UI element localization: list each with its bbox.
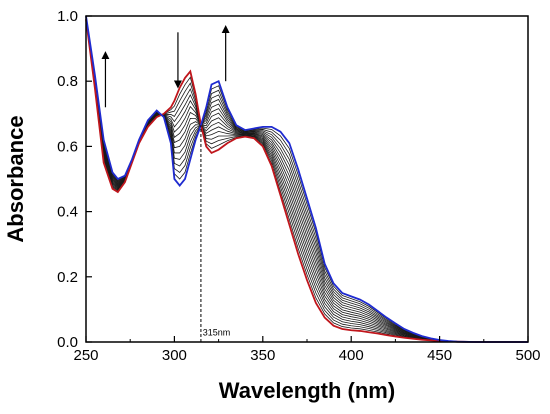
- y-tick-label: 0.4: [57, 204, 78, 221]
- y-axis-title: Absorbance: [3, 115, 28, 242]
- x-tick-label: 450: [427, 347, 452, 364]
- x-tick-label: 350: [250, 347, 275, 364]
- intermediate-spectrum-line: [85, 17, 528, 343]
- y-tick-label: 0.0: [57, 334, 78, 351]
- x-tick-label: 400: [339, 347, 364, 364]
- start-spectrum-line: [85, 19, 528, 343]
- plot-frame: [85, 15, 529, 343]
- x-tick-label: 300: [162, 347, 187, 364]
- intermediate-spectrum-line: [85, 16, 528, 343]
- intermediate-spectrum-line: [85, 18, 528, 343]
- intermediate-spectrum-line: [85, 17, 528, 343]
- intermediate-spectrum-line: [85, 18, 528, 343]
- x-axis-title: Wavelength (nm): [219, 378, 395, 403]
- intermediate-spectrum-line: [85, 17, 528, 343]
- intermediate-spectrum-line: [85, 18, 528, 343]
- intermediate-spectrum-line: [85, 18, 528, 343]
- intermediate-spectrum-line: [85, 18, 528, 343]
- y-tick-label: 0.2: [57, 269, 78, 286]
- intermediate-spectrum-line: [85, 16, 528, 343]
- isosbestic-label: 315nm: [203, 327, 231, 337]
- intermediate-spectrum-line: [85, 17, 528, 343]
- intermediate-spectrum-line: [85, 17, 528, 343]
- y-tick-label: 0.6: [57, 138, 78, 155]
- ticks-layer: 250 300 350 400 450 500 0.0 0.2 0.4 0.6 0.8 1.0: [57, 8, 540, 364]
- intermediate-spectrum-line: [85, 16, 528, 343]
- intermediate-spectrum-line: [85, 16, 528, 343]
- curves-layer: [85, 15, 528, 343]
- annotations-layer: 315nm: [101, 25, 231, 342]
- x-tick-label: 250: [73, 347, 98, 364]
- x-tick-label: 500: [515, 347, 540, 364]
- end-spectrum-line: [85, 15, 528, 343]
- y-tick-label: 0.8: [57, 73, 78, 90]
- y-tick-label: 1.0: [57, 8, 78, 25]
